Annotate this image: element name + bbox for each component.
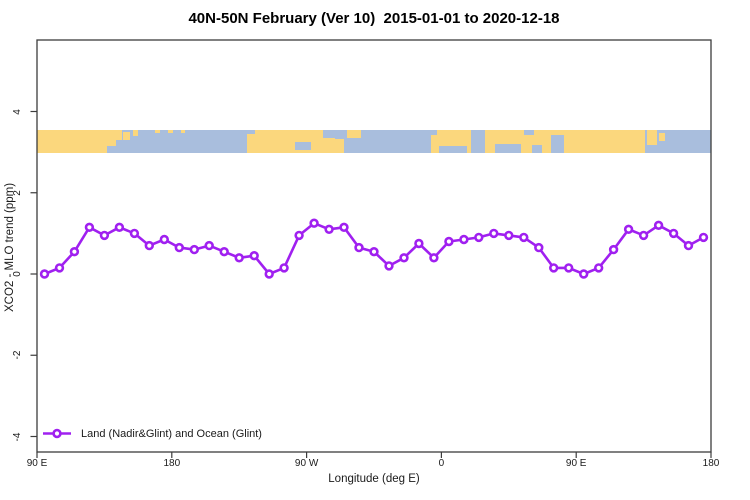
map-land-patch [347,130,361,138]
map-land-patch [247,134,257,153]
data-point-marker [294,230,304,241]
data-point-marker [534,242,544,253]
data-point-marker [144,240,155,251]
map-water-patch [532,145,542,153]
data-point-marker [444,236,454,247]
data-point-marker [668,228,679,239]
data-point-marker [683,240,694,251]
data-point-marker [578,269,589,279]
data-point-marker [159,234,170,245]
data-point-marker [608,244,619,255]
map-water-patch [431,130,437,135]
data-point-marker [399,253,409,263]
x-tick-label: 90 E [26,458,48,469]
data-point-marker [653,220,664,231]
data-point-marker [309,218,319,228]
data-point-marker [174,242,185,253]
data-point-marker [234,253,244,263]
data-point-marker [429,253,439,263]
data-point-marker [189,244,200,255]
data-point-marker [39,269,50,279]
chart-title: 40N-50N February (Ver 10) 2015-01-01 to … [188,10,560,27]
map-water-patch [295,142,311,150]
map-water-patch [524,130,534,135]
legend-label: Land (Nadir&Glint) and Ocean (Glint) [81,427,262,440]
x-tick-label: 0 [438,458,445,469]
map-water-patch [495,144,521,153]
data-point-marker [324,224,334,235]
x-tick-label: 180 [163,458,181,469]
data-point-marker [129,228,140,239]
map-land-patch [485,130,645,153]
data-point-marker [99,230,110,241]
map-land-patch [168,130,173,133]
map-land-patch [123,132,130,140]
data-point-marker [489,228,499,239]
x-tick-label: 90 E [565,458,587,469]
x-tick-label: 90 W [294,458,319,469]
x-tick-label: 180 [702,458,720,469]
map-land-patch [647,130,657,145]
map-land-patch [37,130,107,153]
legend: Land (Nadir&Glint) and Ocean (Glint) [42,426,262,441]
y-tick-label: 4 [11,108,23,115]
data-point-marker [264,269,274,279]
x-axis-title: Longitude (deg E) [328,473,420,485]
map-land-patch [155,130,160,133]
data-point-marker [563,263,574,273]
data-point-marker [593,263,604,273]
map-water-patch [323,130,335,138]
data-point-marker [548,263,559,273]
map-land-patch [335,139,344,153]
map-land-patch [133,130,138,136]
data-point-marker [354,242,364,253]
data-point-marker [84,222,95,233]
map-land-patch [116,130,122,140]
data-point-marker [459,234,469,245]
y-tick-label: -4 [11,432,23,441]
world-map-strip [37,130,711,153]
map-water-patch [551,135,564,153]
data-point-marker [54,263,65,273]
data-point-marker [384,261,394,271]
data-point-marker [339,222,349,233]
data-point-marker [369,247,379,257]
map-land-patch [659,133,665,141]
data-point-marker [504,230,514,241]
data-point-marker [69,247,80,257]
map-water-patch [439,146,467,153]
y-axis-title: XCO2 - MLO trend (ppm) [4,182,16,312]
map-land-patch [181,130,185,133]
data-point-marker [519,232,529,243]
data-point-marker [279,263,289,273]
data-point-marker [219,247,229,257]
data-point-marker [114,222,125,233]
map-land-patch [255,130,335,153]
data-point-marker [638,230,649,241]
data-point-marker [623,224,634,235]
plot-frame [36,39,712,453]
data-point-marker [414,238,424,249]
legend-line-marker-icon [43,428,71,439]
map-land-patch [107,130,116,146]
data-point-marker [698,232,709,243]
data-point-marker [474,232,484,243]
data-point-marker [249,251,259,261]
data-point-marker [204,240,214,251]
y-tick-label: -2 [11,350,23,360]
